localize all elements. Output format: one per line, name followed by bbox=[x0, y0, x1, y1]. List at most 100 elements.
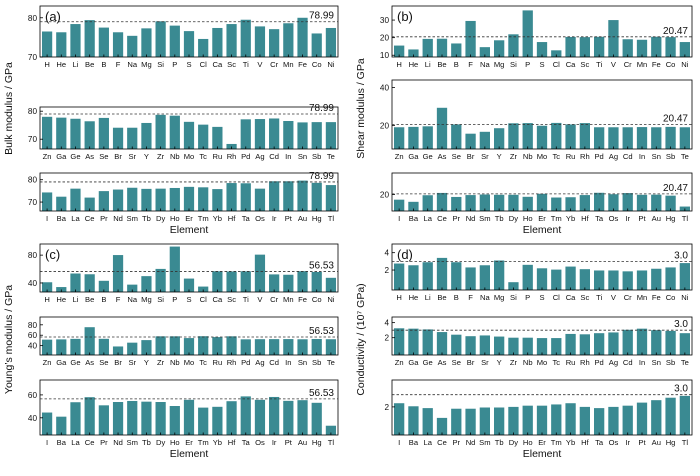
bar-La bbox=[422, 408, 433, 435]
bar-B bbox=[98, 27, 109, 57]
panel-b: 20.47 10 20 30 H He Li Be B F Na Mg Si P S Cl Ca Sc Ti V Cr M… bbox=[355, 5, 693, 236]
x-tick-label: Pd bbox=[594, 152, 603, 161]
x-tick-label: Tm bbox=[198, 438, 209, 447]
chart-row-1: 3.0 2 4 H He Li Be B F Na Mg Si P S Cl Ca Sc Ti V Cr Mn Fe Co N… bbox=[384, 243, 693, 302]
bar-Y bbox=[141, 340, 152, 355]
x-tick-label: Zn bbox=[43, 358, 52, 367]
x-tick-label: Na bbox=[127, 60, 137, 69]
x-tick-label: Si bbox=[157, 295, 164, 304]
x-tick-label: In bbox=[639, 152, 645, 161]
y-axis-title: Bulk modulus / GPa bbox=[3, 62, 15, 155]
y-tick-label: 80 bbox=[28, 251, 38, 260]
panel-label: (b) bbox=[397, 9, 413, 24]
x-tick-label: Co bbox=[312, 60, 322, 69]
bar-Cr bbox=[269, 29, 280, 57]
x-tick-label: Na bbox=[480, 293, 490, 302]
x-tick-label: Mo bbox=[184, 358, 195, 367]
x-tick-label: Sc bbox=[580, 60, 589, 69]
x-tick-label: Pr bbox=[452, 438, 460, 447]
x-tick-label: In bbox=[285, 358, 291, 367]
x-tick-label: Nd bbox=[466, 214, 476, 223]
bar-Y bbox=[494, 336, 505, 355]
bar-Cr bbox=[269, 274, 280, 292]
x-tick-label: Hg bbox=[666, 438, 676, 447]
x-axis-title: Element bbox=[170, 448, 209, 460]
bar-Ca bbox=[212, 271, 223, 292]
bar-Sc bbox=[226, 24, 237, 57]
x-tick-label: Nb bbox=[170, 358, 180, 367]
bar-Fe bbox=[297, 17, 308, 57]
reference-label: 78.99 bbox=[309, 11, 334, 22]
bar-Mo bbox=[183, 121, 195, 149]
x-tick-label: Se bbox=[99, 152, 108, 161]
bar-Be bbox=[84, 274, 95, 292]
bar-Cl bbox=[551, 50, 562, 57]
bar-Dy bbox=[155, 188, 166, 211]
bar-Si bbox=[508, 34, 519, 57]
x-tick-label: Te bbox=[681, 358, 689, 367]
x-tick-label: Er bbox=[185, 438, 193, 447]
x-tick-label: Cd bbox=[623, 358, 633, 367]
x-tick-label: Sn bbox=[298, 152, 307, 161]
y-tick-label: 80 bbox=[28, 321, 38, 330]
bar-Nd bbox=[465, 408, 476, 435]
x-tick-label: Sb bbox=[666, 358, 675, 367]
bar-Tm bbox=[551, 404, 562, 435]
x-tick-label: Pr bbox=[100, 214, 108, 223]
bar-Br bbox=[112, 127, 124, 149]
bar-Na bbox=[479, 47, 490, 57]
bar-Sc bbox=[579, 269, 590, 290]
x-tick-label: F bbox=[468, 60, 473, 69]
reference-label: 78.99 bbox=[309, 103, 334, 114]
bar-S bbox=[536, 268, 548, 290]
bar-Rh bbox=[579, 123, 590, 149]
x-tick-label: Mg bbox=[494, 60, 505, 69]
bar-Ir bbox=[269, 396, 280, 435]
y-axis-title: Conductivity / (10⁷ GPa) bbox=[355, 283, 367, 395]
x-tick-label: He bbox=[56, 60, 66, 69]
bar-Zn bbox=[394, 328, 405, 355]
reference-label: 20.47 bbox=[663, 113, 688, 124]
x-tick-label: Nb bbox=[523, 358, 533, 367]
bar-Mn bbox=[636, 39, 648, 57]
x-tick-label: Pt bbox=[285, 214, 293, 223]
x-tick-label: As bbox=[438, 152, 447, 161]
bar-Na bbox=[479, 265, 490, 290]
bar-Ca bbox=[212, 27, 223, 57]
x-tick-label: Yb bbox=[213, 214, 222, 223]
y-tick-label: 80 bbox=[28, 14, 38, 23]
bar-Mg bbox=[141, 276, 152, 292]
bar-Mo bbox=[536, 338, 548, 355]
x-tick-label: Os bbox=[255, 214, 265, 223]
bar-I bbox=[394, 199, 405, 211]
x-tick-label: Sb bbox=[666, 152, 675, 161]
bar-Ca bbox=[565, 266, 576, 290]
x-tick-label: Br bbox=[114, 152, 122, 161]
bar-He bbox=[408, 265, 419, 290]
bar-Pt bbox=[283, 400, 294, 435]
x-tick-label: Os bbox=[255, 438, 265, 447]
bar-Hg bbox=[665, 397, 676, 435]
x-tick-label: V bbox=[611, 60, 617, 69]
x-tick-label: Ti bbox=[596, 60, 602, 69]
x-tick-label: Se bbox=[452, 358, 461, 367]
bar-Tm bbox=[198, 187, 209, 211]
x-tick-label: As bbox=[85, 152, 94, 161]
x-tick-label: Sm bbox=[479, 438, 490, 447]
x-tick-label: Tl bbox=[682, 214, 689, 223]
x-tick-label: H bbox=[396, 293, 401, 302]
x-tick-label: Ca bbox=[213, 295, 223, 304]
bar-In bbox=[283, 121, 294, 149]
x-tick-label: Y bbox=[144, 358, 149, 367]
x-tick-label: Nb bbox=[170, 152, 180, 161]
bar-Cr bbox=[622, 39, 633, 57]
bar-Nb bbox=[169, 336, 180, 355]
bar-Sn bbox=[297, 339, 308, 355]
x-tick-label: Pd bbox=[594, 358, 603, 367]
x-tick-label: Sc bbox=[580, 293, 589, 302]
x-tick-label: Nd bbox=[466, 438, 476, 447]
x-tick-label: Ba bbox=[409, 438, 419, 447]
bar-Sr bbox=[479, 131, 490, 149]
bar-Ir bbox=[622, 405, 633, 435]
bar-Ni bbox=[325, 27, 337, 57]
